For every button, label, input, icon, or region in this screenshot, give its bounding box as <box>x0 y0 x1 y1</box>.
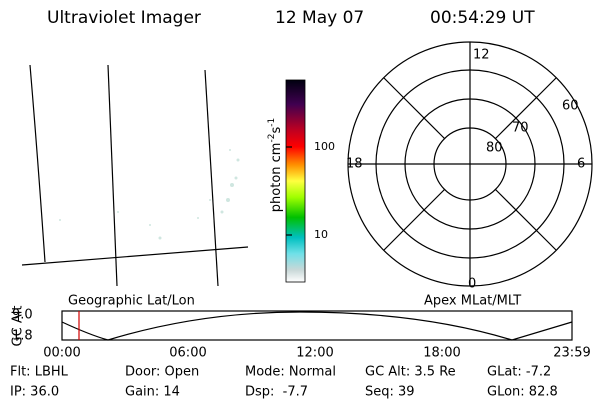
colorbar-tick: 10 <box>314 228 328 241</box>
orbit-curve <box>61 311 573 341</box>
info-field: GC Alt: 3.5 Re <box>365 365 456 380</box>
lat-label: 60 <box>562 99 579 114</box>
panel-label: Apex MLat/MLT <box>424 294 521 309</box>
orbit-xtick: 00:00 <box>43 346 80 361</box>
map <box>21 64 249 287</box>
orbit-ytick: 1.8 <box>12 329 33 344</box>
title: Ultraviolet Imager <box>47 8 201 28</box>
color-bar <box>285 79 306 283</box>
info-field: Door: Open <box>125 365 199 380</box>
orbit-xtick: 23:59 <box>553 346 590 361</box>
info-field: IP: 36.0 <box>10 385 59 400</box>
info-field: Gain: 14 <box>125 385 180 400</box>
info-field: GLat: -7.2 <box>487 365 551 380</box>
orbit-axis-label: GC Alt <box>11 306 26 347</box>
info-field: Flt: LBHL <box>10 365 69 380</box>
info-field: Seq: 39 <box>365 385 415 400</box>
mlt-label: 12 <box>473 48 490 63</box>
date: 12 May 07 <box>275 8 364 28</box>
orbit-ytick: 9.0 <box>12 308 33 323</box>
colorbar-tick: 100 <box>314 140 335 153</box>
orbit-box <box>61 310 573 341</box>
lat-label: 70 <box>512 121 529 136</box>
info-field: GLon: 82.8 <box>487 385 558 400</box>
mlt-label: 0 <box>468 277 476 292</box>
panel-label: Geographic Lat/Lon <box>68 294 195 309</box>
polar-grid <box>347 41 593 287</box>
lat-label: 80 <box>486 141 503 156</box>
orbit-xtick: 06:00 <box>169 346 206 361</box>
info-field: Mode: Normal <box>245 365 336 380</box>
time: 00:54:29 UT <box>430 8 535 28</box>
orbit-xtick: 12:00 <box>296 346 333 361</box>
orbit-xtick: 18:00 <box>423 346 460 361</box>
label-part: s <box>269 127 284 134</box>
label-part: photon cm <box>269 143 284 213</box>
label-part: -2 <box>267 134 277 143</box>
mlt-label: 6 <box>577 157 585 172</box>
label-part: -1 <box>267 118 277 127</box>
mlt-label: 18 <box>346 157 363 172</box>
colorbar-label: photon cm-2s-1 <box>267 118 284 212</box>
info-field: Dsp: -7.7 <box>245 385 308 400</box>
